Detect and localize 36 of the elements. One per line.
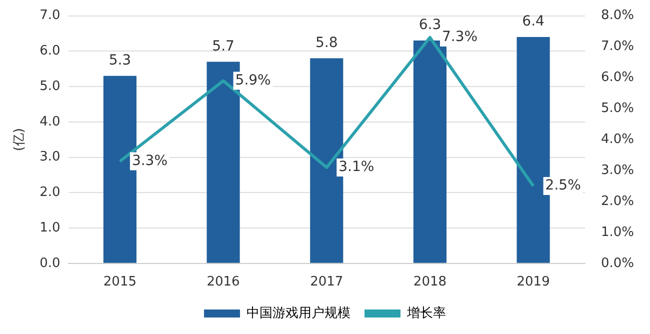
y2-tick-label: 3.0% xyxy=(600,162,634,178)
y-tick-label: 2.0 xyxy=(40,185,60,200)
y-tick-label: 5.0 xyxy=(40,78,60,94)
y-tick-label: 4.0 xyxy=(40,114,60,130)
y2-tick-label: 2.0% xyxy=(600,194,634,209)
x-tick-label: 2016 xyxy=(206,274,240,290)
bar xyxy=(413,40,446,263)
data-label: 7.3% xyxy=(442,29,478,46)
data-label: 3.1% xyxy=(338,159,374,176)
data-label: 3.3% xyxy=(132,152,168,169)
data-label: 5.8 xyxy=(315,34,338,51)
x-tick-label: 2015 xyxy=(103,274,136,290)
y2-tick-label: 6.0% xyxy=(600,70,634,86)
x-tick-label: 2017 xyxy=(310,274,344,290)
legend-label: 中国游戏用户规模 xyxy=(246,306,350,321)
y-axis-title: (亿) xyxy=(12,128,28,152)
data-label: 6.4 xyxy=(522,14,545,30)
data-label: 5.7 xyxy=(212,38,234,54)
legend-label: 增长率 xyxy=(406,304,446,321)
y2-tick-label: 5.0% xyxy=(600,101,634,116)
y2-tick-label: 8.0% xyxy=(600,8,634,24)
y-tick-label: 7.0 xyxy=(40,8,60,24)
y-tick-label: 6.0 xyxy=(40,44,60,59)
y-tick-label: 0.0 xyxy=(40,256,60,271)
y2-tick-label: 0.0% xyxy=(600,256,634,271)
y2-tick-label: 4.0% xyxy=(600,132,634,147)
y-tick-label: 3.0 xyxy=(40,150,60,165)
x-tick-label: 2019 xyxy=(516,274,550,290)
data-label: 2.5% xyxy=(545,178,581,194)
data-label: 5.3 xyxy=(108,52,132,69)
data-label: 5.9% xyxy=(235,72,271,88)
y2-tick-label: 1.0% xyxy=(600,224,634,240)
data-label: 6.3 xyxy=(418,17,442,34)
y-tick-label: 1.0 xyxy=(40,220,60,236)
y2-tick-label: 7.0% xyxy=(600,39,634,54)
x-tick-label: 2018 xyxy=(413,274,447,290)
